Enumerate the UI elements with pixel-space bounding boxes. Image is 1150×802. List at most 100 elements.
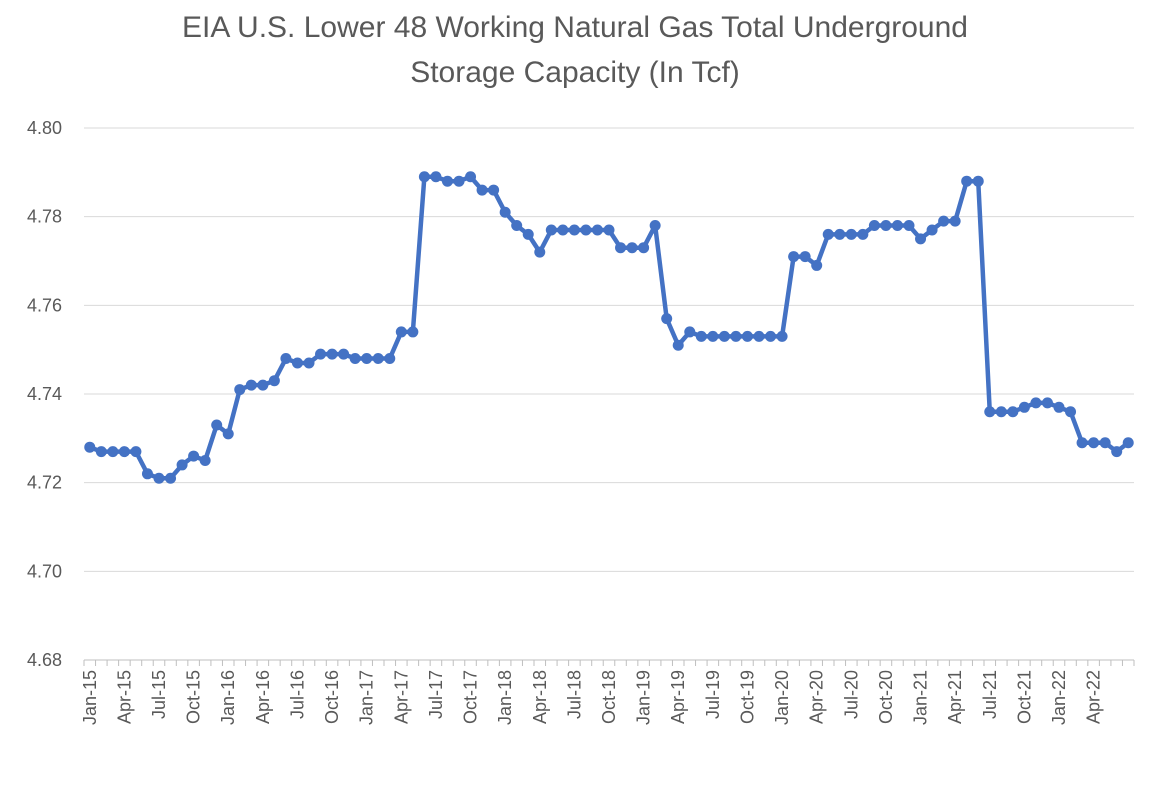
series-markers bbox=[84, 171, 1134, 484]
data-point bbox=[903, 220, 915, 232]
x-tick-label: Jan-18 bbox=[495, 670, 515, 725]
data-point bbox=[95, 446, 107, 458]
x-tick-label: Apr-18 bbox=[530, 670, 550, 724]
x-tick-label: Jan-17 bbox=[357, 670, 377, 725]
x-tick-label: Apr-17 bbox=[391, 670, 411, 724]
data-point bbox=[1065, 406, 1077, 418]
data-point bbox=[857, 228, 869, 240]
data-point bbox=[407, 326, 419, 338]
y-tick-label: 4.72 bbox=[27, 473, 62, 493]
data-point bbox=[153, 472, 165, 484]
data-point bbox=[488, 184, 500, 196]
data-point bbox=[684, 326, 696, 338]
data-point bbox=[638, 242, 650, 254]
data-point bbox=[338, 348, 350, 360]
data-point bbox=[1122, 437, 1134, 449]
data-point bbox=[465, 171, 477, 183]
data-point bbox=[222, 428, 234, 440]
x-tick-label: Apr-22 bbox=[1084, 670, 1104, 724]
data-point bbox=[84, 441, 96, 453]
data-point bbox=[822, 228, 834, 240]
data-point bbox=[626, 242, 638, 254]
data-point bbox=[591, 224, 603, 236]
data-point bbox=[141, 468, 153, 480]
data-point bbox=[280, 353, 292, 365]
x-tick-label: Jan-20 bbox=[772, 670, 792, 725]
data-point bbox=[349, 353, 361, 365]
data-point bbox=[257, 379, 269, 391]
data-point bbox=[361, 353, 373, 365]
series-line-group bbox=[87, 174, 1131, 481]
data-point bbox=[811, 259, 823, 271]
data-point bbox=[834, 228, 846, 240]
data-point bbox=[949, 215, 961, 227]
x-tick-label: Oct-15 bbox=[184, 670, 204, 724]
x-tick-label: Apr-20 bbox=[807, 670, 827, 724]
y-tick-label: 4.70 bbox=[27, 561, 62, 581]
x-tick-label: Jul-16 bbox=[287, 670, 307, 719]
data-point bbox=[845, 228, 857, 240]
data-point bbox=[384, 353, 396, 365]
series-line bbox=[87, 174, 1131, 481]
data-point bbox=[799, 251, 811, 263]
data-point bbox=[268, 375, 280, 387]
data-point bbox=[580, 224, 592, 236]
data-point bbox=[984, 406, 996, 418]
x-tick-label: Oct-17 bbox=[461, 670, 481, 724]
y-tick-label: 4.78 bbox=[27, 207, 62, 227]
data-point bbox=[453, 175, 465, 187]
data-point bbox=[1088, 437, 1100, 449]
data-point bbox=[1111, 446, 1123, 458]
data-point bbox=[511, 220, 523, 232]
chart-title-line-1: EIA U.S. Lower 48 Working Natural Gas To… bbox=[182, 11, 968, 44]
data-point bbox=[176, 459, 188, 471]
y-tick-label: 4.80 bbox=[27, 118, 62, 138]
data-point bbox=[326, 348, 338, 360]
data-point bbox=[315, 348, 327, 360]
data-point bbox=[707, 330, 719, 342]
data-point bbox=[718, 330, 730, 342]
x-tick-label: Oct-16 bbox=[322, 670, 342, 724]
data-point bbox=[165, 472, 177, 484]
x-tick-label: Oct-21 bbox=[1014, 670, 1034, 724]
data-point bbox=[649, 220, 661, 232]
data-point bbox=[118, 446, 130, 458]
data-point bbox=[430, 171, 442, 183]
data-point bbox=[741, 330, 753, 342]
data-point bbox=[245, 379, 257, 391]
x-tick-label: Jul-20 bbox=[841, 670, 861, 719]
data-point bbox=[130, 446, 142, 458]
data-point bbox=[303, 357, 315, 369]
data-point bbox=[476, 184, 488, 196]
data-point bbox=[615, 242, 627, 254]
x-tick-label: Jul-17 bbox=[426, 670, 446, 719]
data-point bbox=[1030, 397, 1042, 409]
data-point bbox=[753, 330, 765, 342]
data-point bbox=[603, 224, 615, 236]
data-point bbox=[372, 353, 384, 365]
y-tick-label: 4.74 bbox=[27, 384, 62, 404]
x-axis bbox=[83, 659, 1135, 666]
data-point bbox=[1099, 437, 1111, 449]
data-point bbox=[765, 330, 777, 342]
x-tick-label: Jul-21 bbox=[980, 670, 1000, 719]
x-axis-labels: Jan-15 Apr-15 Jul-15 Oct-15 Jan-16 Apr-16 Jul-… bbox=[80, 670, 1104, 725]
data-point bbox=[211, 419, 223, 431]
x-tick-label: Apr-21 bbox=[945, 670, 965, 724]
data-point bbox=[1018, 401, 1030, 413]
data-point bbox=[1041, 397, 1053, 409]
x-tick-label: Jan-16 bbox=[218, 670, 238, 725]
data-point bbox=[661, 313, 673, 325]
data-point bbox=[107, 446, 119, 458]
y-axis: 4.68 4.70 4.72 4.74 4.76 4.78 4.80 bbox=[27, 118, 62, 670]
data-point bbox=[1007, 406, 1019, 418]
x-tick-label: Jan-22 bbox=[1049, 670, 1069, 725]
x-tick-label: Jan-19 bbox=[634, 670, 654, 725]
data-point bbox=[868, 220, 880, 232]
x-tick-label: Jul-18 bbox=[564, 670, 584, 719]
data-point bbox=[1076, 437, 1088, 449]
data-point bbox=[915, 233, 927, 245]
x-tick-label: Jul-19 bbox=[703, 670, 723, 719]
